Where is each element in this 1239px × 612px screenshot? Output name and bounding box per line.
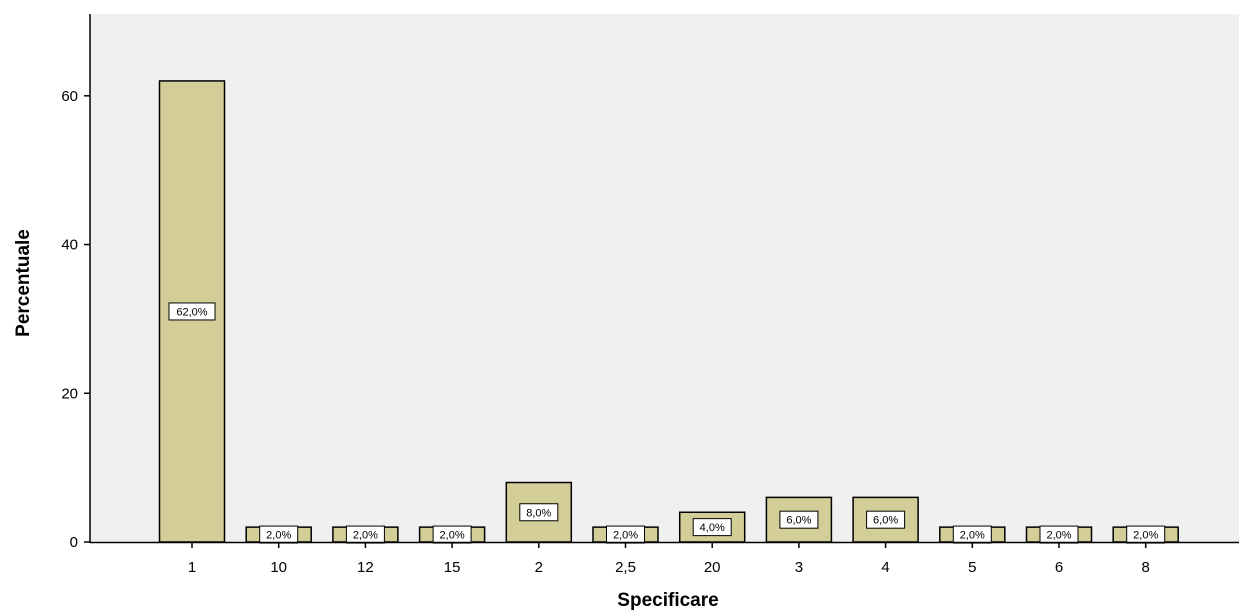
data-label-box-3 (779, 510, 819, 529)
x-tick-label-1: 1 (188, 559, 196, 576)
data-label-15: 2,0% (440, 530, 465, 542)
x-tick-label-5: 5 (968, 559, 976, 576)
data-label-box-2 (519, 503, 559, 522)
x-tick-label-15: 15 (444, 559, 461, 576)
x-tick-label-20: 20 (704, 559, 721, 576)
plot-area (90, 14, 1239, 542)
data-label-2,5: 2,0% (613, 530, 638, 542)
x-tick-label-3: 3 (795, 559, 803, 576)
data-label-5: 2,0% (960, 530, 985, 542)
y-tick-label-40: 40 (61, 237, 78, 254)
x-tick-label-8: 8 (1142, 559, 1150, 576)
data-label-8: 2,0% (1133, 530, 1158, 542)
y-tick-label-20: 20 (61, 385, 78, 402)
data-label-3: 6,0% (786, 515, 811, 527)
x-tick-label-6: 6 (1055, 559, 1063, 576)
x-tick-label-10: 10 (270, 559, 287, 576)
data-label-1: 62,0% (176, 306, 207, 318)
x-tick-label-12: 12 (357, 559, 374, 576)
data-label-box-1 (168, 302, 216, 321)
y-tick-label-0: 0 (70, 534, 78, 551)
data-label-20: 4,0% (700, 522, 725, 534)
x-tick-label-4: 4 (881, 559, 889, 576)
data-label-6: 2,0% (1046, 530, 1071, 542)
data-label-4: 6,0% (873, 515, 898, 527)
data-label-2: 8,0% (526, 507, 551, 519)
y-tick-label-60: 60 (61, 88, 78, 105)
x-tick-label-2,5: 2,5 (615, 559, 636, 576)
data-label-box-4 (866, 510, 906, 529)
x-tick-label-2: 2 (535, 559, 543, 576)
x-axis-title: Specificare (617, 590, 718, 611)
data-label-12: 2,0% (353, 530, 378, 542)
data-label-10: 2,0% (266, 530, 291, 542)
y-axis-title: Percentuale (13, 229, 34, 337)
data-label-box-20 (692, 518, 732, 537)
